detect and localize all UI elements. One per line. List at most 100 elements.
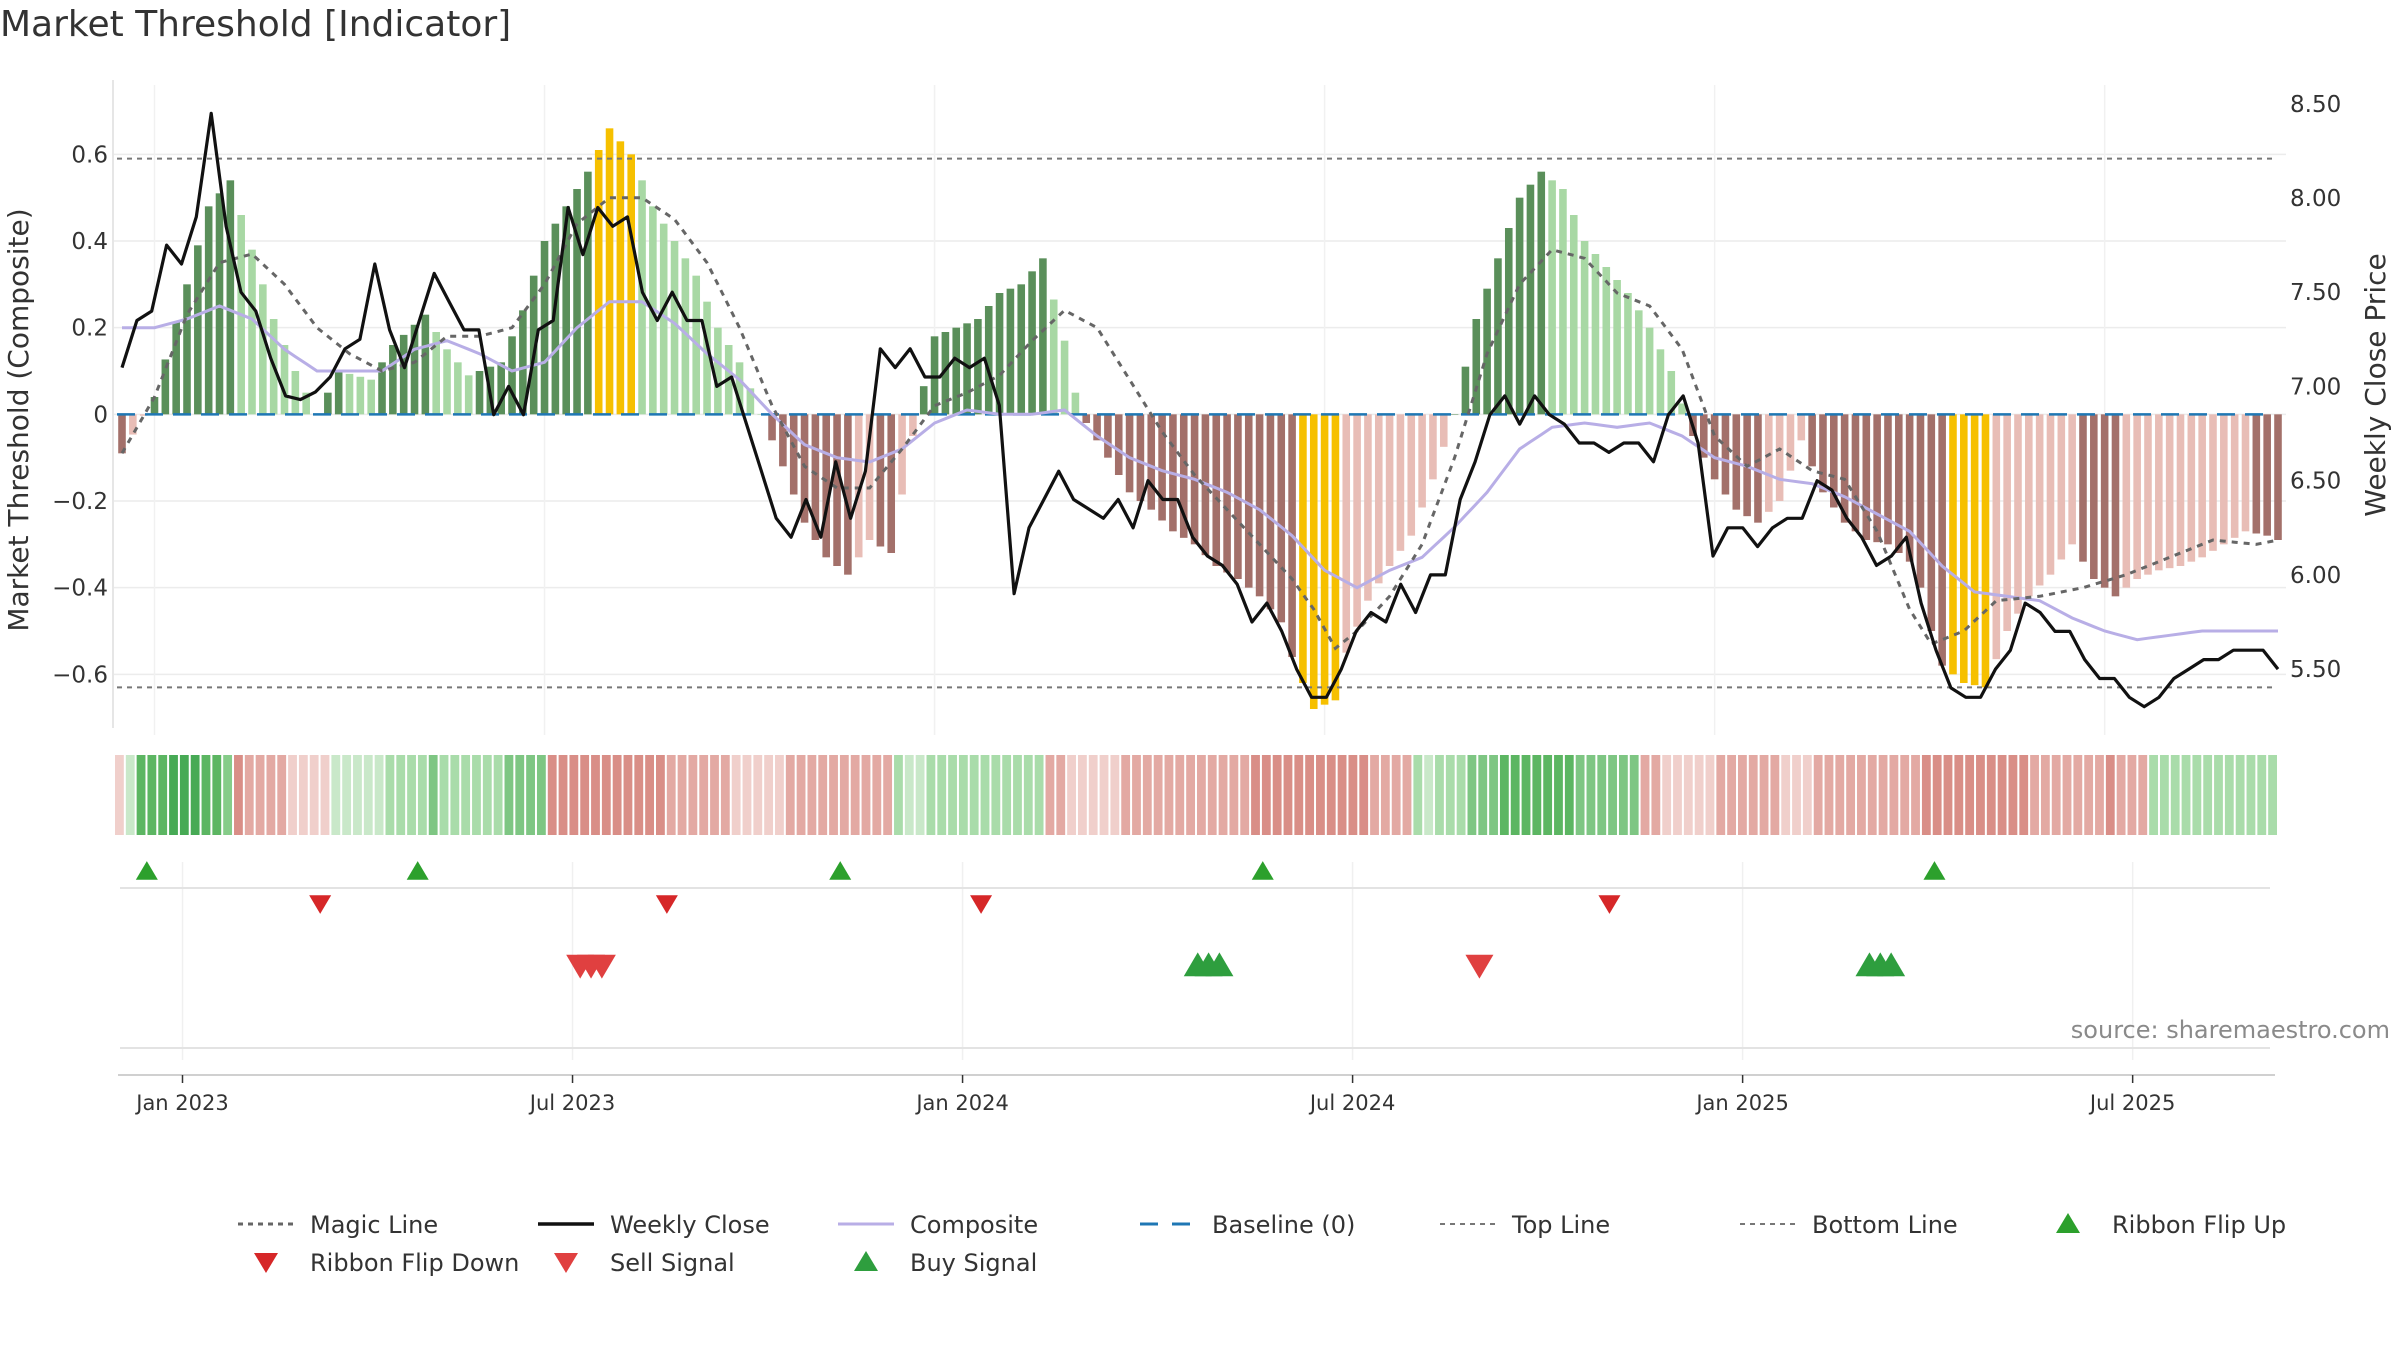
ribbon-cell	[1207, 755, 1217, 835]
legend-label: Composite	[910, 1211, 1038, 1239]
composite-bar	[1830, 414, 1838, 508]
composite-bar	[421, 314, 430, 415]
composite-bar	[1938, 414, 1946, 666]
legend-label: Ribbon Flip Down	[310, 1249, 519, 1277]
composite-bar	[497, 362, 505, 415]
composite-bar	[1320, 414, 1329, 705]
ribbon-cell	[1456, 755, 1466, 835]
composite-bar	[2122, 414, 2131, 588]
composite-bar	[1526, 184, 1535, 415]
composite-bar	[1851, 414, 1860, 532]
ribbon-cell	[1954, 755, 1964, 835]
composite-bar	[454, 362, 462, 415]
composite-bar	[1093, 414, 1101, 441]
composite-bar	[1266, 414, 1275, 610]
x-tick-label: Jul 2024	[1308, 1091, 1395, 1115]
composite-bar	[1439, 414, 1448, 447]
composite-bar	[324, 392, 332, 415]
sell-signal-marker	[587, 954, 616, 979]
right-tick-label: 5.50	[2290, 657, 2341, 683]
ribbon-cell	[223, 755, 233, 835]
left-tick-label: 0.6	[71, 142, 108, 168]
composite-bar	[963, 323, 971, 415]
x-axis: Jan 2023 Jul 2023 Jan 2024 Jul 2024 Jan 2025…	[118, 1074, 2275, 1115]
composite-bar	[1678, 403, 1686, 415]
ribbon-cell	[1489, 755, 1498, 835]
ribbon-cell	[1878, 755, 1888, 835]
composite-bar	[1927, 414, 1936, 631]
composite-bar	[1039, 258, 1047, 415]
ribbon-cell	[1175, 755, 1185, 835]
composite-bar	[194, 245, 202, 415]
composite-bar	[800, 414, 809, 523]
ribbon-cell	[1575, 755, 1585, 835]
ribbon-cell	[1759, 755, 1769, 835]
composite-bar	[995, 293, 1004, 415]
ribbon-cell	[764, 755, 774, 835]
composite-bar	[2100, 414, 2109, 588]
composite-bar	[356, 376, 365, 415]
ribbon-cell	[656, 755, 665, 835]
right-tick-label: 6.00	[2290, 563, 2341, 589]
composite-bar	[1504, 228, 1513, 415]
composite-bar	[443, 349, 451, 415]
composite-bar	[183, 284, 191, 415]
composite-bar	[638, 180, 646, 415]
legend-swatch	[854, 1251, 878, 1271]
ribbon-cell	[1543, 755, 1553, 835]
composite-bar	[1212, 414, 1221, 566]
composite-bar	[1396, 414, 1405, 551]
composite-bar	[2133, 414, 2141, 579]
ribbon-cell	[1857, 755, 1866, 835]
ribbon-cell	[2105, 755, 2115, 835]
ribbon-cell	[342, 755, 352, 835]
ribbon-cell	[504, 755, 514, 835]
composite-bar	[1374, 414, 1383, 584]
composite-bar	[2035, 414, 2044, 586]
composite-bar	[1960, 414, 1968, 683]
composite-bar	[1624, 293, 1632, 415]
ribbon-cell	[1424, 755, 1434, 835]
composite-bar	[746, 388, 755, 415]
ribbon-cell	[255, 755, 265, 835]
left-axis-title: Market Threshold (Composite)	[2, 208, 35, 631]
composite-bar	[2155, 414, 2163, 571]
ribbon-cell	[1045, 755, 1055, 835]
ribbon-cell	[2149, 755, 2158, 835]
composite-bar	[1862, 414, 1871, 540]
composite-bar	[129, 414, 137, 435]
composite-bar	[1158, 414, 1166, 521]
composite-bar	[909, 414, 917, 436]
composite-bar	[1884, 414, 1892, 545]
ribbon-cell	[1316, 755, 1325, 835]
ribbon	[115, 755, 2277, 835]
left-tick-label: 0.2	[71, 316, 108, 342]
composite-bar	[1537, 171, 1546, 415]
composite-bar	[1569, 215, 1578, 415]
ribbon-cell	[526, 755, 535, 835]
sell-signal-marker	[1465, 954, 1494, 979]
ribbon-cell	[407, 755, 416, 835]
composite-bar	[681, 258, 690, 415]
composite-bar	[2252, 414, 2261, 534]
legend-label: Magic Line	[310, 1211, 438, 1239]
ribbon-cell	[1499, 755, 1509, 835]
composite-bar	[584, 171, 592, 415]
composite-bar	[1342, 414, 1351, 653]
ribbon-cell	[1413, 755, 1423, 835]
ribbon-cell	[839, 755, 849, 835]
ribbon-cell	[1013, 755, 1022, 835]
ribbon-cell	[1694, 755, 1704, 835]
ribbon-flip-up-marker	[1923, 861, 1946, 880]
ribbon-cell	[969, 755, 979, 835]
ribbon-cell	[1445, 755, 1455, 835]
composite-bar	[1916, 414, 1925, 588]
ribbon-cell	[829, 755, 838, 835]
composite-bar	[1450, 414, 1459, 415]
composite-bar	[887, 414, 896, 553]
ribbon-cell	[2051, 755, 2061, 835]
composite-bar	[226, 180, 235, 415]
composite-bar	[573, 189, 581, 415]
ribbon-cell	[515, 755, 525, 835]
composite-bar	[2057, 414, 2066, 560]
